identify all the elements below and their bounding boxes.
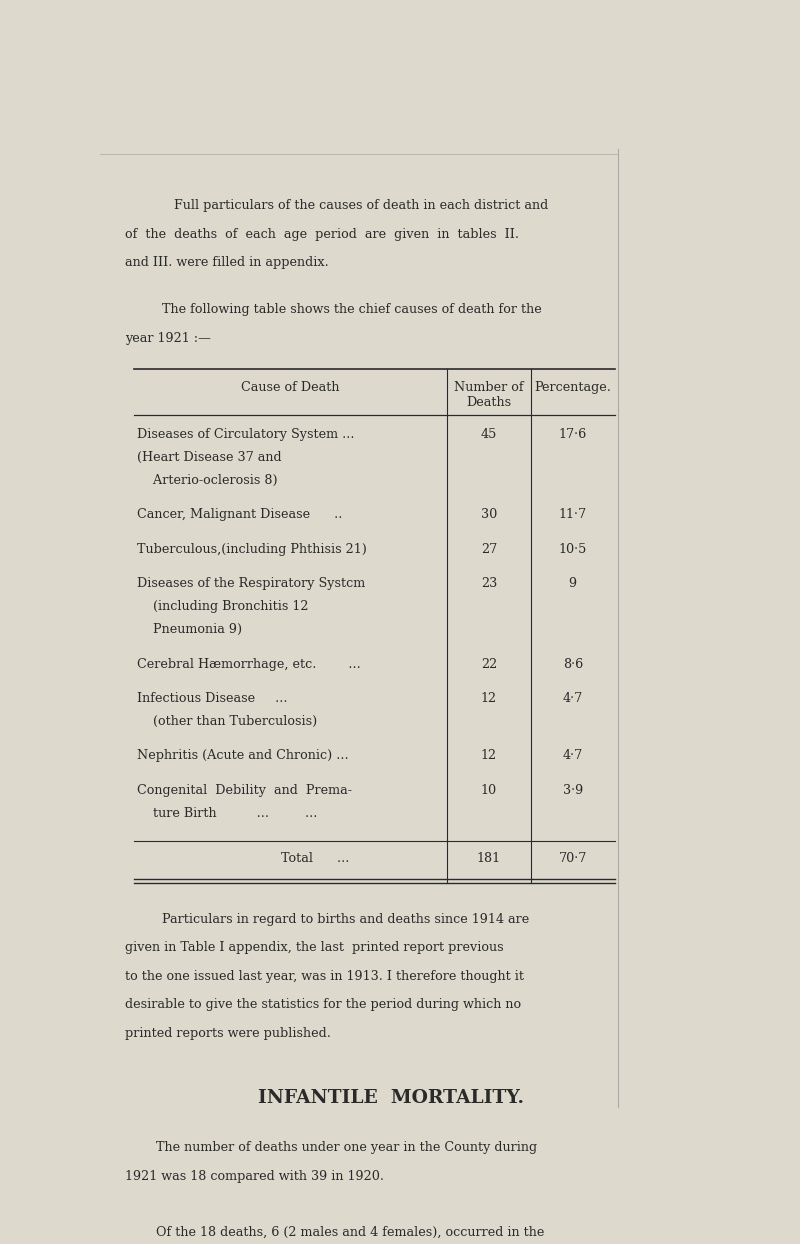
Text: Percentage.: Percentage. bbox=[534, 382, 611, 394]
Text: year 1921 :—: year 1921 :— bbox=[125, 332, 210, 345]
Text: 70·7: 70·7 bbox=[558, 852, 587, 865]
Text: 12: 12 bbox=[481, 749, 497, 763]
Text: The following table shows the chief causes of death for the: The following table shows the chief caus… bbox=[162, 304, 542, 316]
Text: Arterio-oclerosis 8): Arterio-oclerosis 8) bbox=[138, 474, 278, 486]
Text: 10·5: 10·5 bbox=[558, 542, 587, 556]
Text: 1921 was 18 compared with 39 in 1920.: 1921 was 18 compared with 39 in 1920. bbox=[125, 1169, 384, 1183]
Text: Congenital  Debility  and  Prema-: Congenital Debility and Prema- bbox=[138, 784, 352, 797]
Text: Full particulars of the causes of death in each district and: Full particulars of the causes of death … bbox=[174, 199, 549, 211]
Text: and III. were filled in appendix.: and III. were filled in appendix. bbox=[125, 256, 329, 269]
Text: Particulars in regard to births and deaths since 1914 are: Particulars in regard to births and deat… bbox=[162, 913, 530, 926]
Text: Tuberculous,(including Phthisis 21): Tuberculous,(including Phthisis 21) bbox=[138, 542, 367, 556]
Text: 30: 30 bbox=[481, 508, 497, 521]
Text: 27: 27 bbox=[481, 542, 497, 556]
Text: Number of
Deaths: Number of Deaths bbox=[454, 382, 524, 409]
Text: The number of deaths under one year in the County during: The number of deaths under one year in t… bbox=[156, 1141, 537, 1154]
Text: 4·7: 4·7 bbox=[562, 749, 583, 763]
Text: 181: 181 bbox=[477, 852, 501, 865]
Text: ture Birth          ...         ...: ture Birth ... ... bbox=[138, 807, 318, 820]
Text: Cancer, Malignant Disease      ..: Cancer, Malignant Disease .. bbox=[138, 508, 342, 521]
Text: to the one issued last year, was in 1913. I therefore thought it: to the one issued last year, was in 1913… bbox=[125, 969, 524, 983]
Text: 9: 9 bbox=[569, 577, 577, 590]
Text: Of the 18 deaths, 6 (2 males and 4 females), occurred in the: Of the 18 deaths, 6 (2 males and 4 femal… bbox=[156, 1225, 544, 1239]
Text: (other than Tuberculosis): (other than Tuberculosis) bbox=[138, 715, 318, 728]
Text: 17·6: 17·6 bbox=[558, 428, 587, 440]
Text: Diseases of the Respiratory Systcm: Diseases of the Respiratory Systcm bbox=[138, 577, 366, 590]
Text: Cause of Death: Cause of Death bbox=[242, 382, 340, 394]
Text: Diseases of Circulatory System ...: Diseases of Circulatory System ... bbox=[138, 428, 354, 440]
Text: of  the  deaths  of  each  age  period  are  given  in  tables  II.: of the deaths of each age period are giv… bbox=[125, 228, 518, 240]
Text: Infectious Disease     ...: Infectious Disease ... bbox=[138, 692, 288, 705]
Text: Pneumonia 9): Pneumonia 9) bbox=[138, 623, 242, 636]
Text: INFANTILE  MORTALITY.: INFANTILE MORTALITY. bbox=[258, 1088, 525, 1107]
Text: 12: 12 bbox=[481, 692, 497, 705]
Text: 11·7: 11·7 bbox=[558, 508, 587, 521]
Text: printed reports were published.: printed reports were published. bbox=[125, 1026, 330, 1040]
Text: Cerebral Hæmorrhage, etc.        ...: Cerebral Hæmorrhage, etc. ... bbox=[138, 658, 361, 671]
Text: 4·7: 4·7 bbox=[562, 692, 583, 705]
Text: 10: 10 bbox=[481, 784, 497, 797]
Text: (including Bronchitis 12: (including Bronchitis 12 bbox=[138, 600, 309, 613]
Text: 3·9: 3·9 bbox=[562, 784, 583, 797]
Text: 22: 22 bbox=[481, 658, 497, 671]
Text: (Heart Disease 37 and: (Heart Disease 37 and bbox=[138, 450, 282, 464]
Text: given in Table I appendix, the last  printed report previous: given in Table I appendix, the last prin… bbox=[125, 942, 503, 954]
Text: Nephritis (Acute and Chronic) ...: Nephritis (Acute and Chronic) ... bbox=[138, 749, 349, 763]
Text: 23: 23 bbox=[481, 577, 497, 590]
Text: 45: 45 bbox=[481, 428, 498, 440]
Text: Total      ...: Total ... bbox=[282, 852, 350, 865]
Text: desirable to give the statistics for the period during which no: desirable to give the statistics for the… bbox=[125, 998, 521, 1011]
Text: 8·6: 8·6 bbox=[562, 658, 583, 671]
